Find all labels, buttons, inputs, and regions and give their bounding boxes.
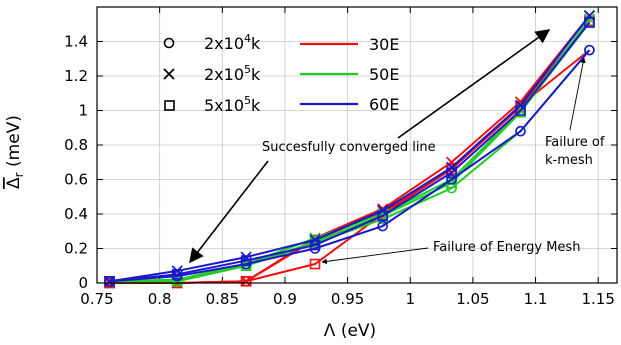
data-point-circle bbox=[377, 220, 388, 232]
x-tick-label: 1 bbox=[405, 290, 415, 308]
color-legend: 30E 50E 60E bbox=[300, 35, 399, 114]
y-tick-label: 0.4 bbox=[64, 205, 88, 223]
series-line bbox=[109, 49, 591, 283]
series-line bbox=[109, 21, 591, 283]
annotation-kmesh-line2: k-mesh bbox=[545, 153, 593, 168]
series-60e-square bbox=[104, 17, 595, 287]
annotation-emesh-arrow bbox=[321, 247, 429, 265]
data-point-cross bbox=[103, 275, 116, 287]
y-tick-label: 1.2 bbox=[64, 67, 88, 85]
data-point-square bbox=[446, 167, 457, 178]
ticks-layer: 0.75 0.8 0.85 0.9 0.95 1 1.05 1.1 1.15 0 0.2 0.4 0.6… bbox=[64, 7, 617, 308]
data-point-square bbox=[515, 105, 526, 116]
x-tick-label: 1.05 bbox=[456, 290, 489, 308]
x-tick-label: 0.85 bbox=[206, 290, 239, 308]
data-point-circle bbox=[584, 44, 595, 56]
legend-label-60e: 60E bbox=[369, 95, 399, 114]
grid-layer bbox=[96, 7, 617, 284]
marker-legend-item-1: 2x104k bbox=[163, 32, 261, 53]
marker-legend-item-3: 5x105k bbox=[164, 94, 261, 115]
x-tick-label: 0.75 bbox=[80, 290, 113, 308]
y-axis-title: Δr (meV) bbox=[4, 115, 26, 189]
legend-square-marker bbox=[164, 100, 175, 111]
series-line bbox=[109, 15, 591, 283]
y-axis-title-unit: (meV) bbox=[4, 115, 24, 172]
annotation-kmesh-line1: Failure of bbox=[545, 135, 605, 150]
x-tick-label: 1.15 bbox=[582, 290, 615, 308]
y-tick-label: 0.6 bbox=[64, 171, 88, 189]
data-point-cross bbox=[583, 13, 596, 25]
legend-marker-label-1: 2x104k bbox=[204, 32, 261, 53]
annotation-kmesh-arrow bbox=[569, 57, 586, 131]
x-tick-label: 0.95 bbox=[331, 290, 364, 308]
marker-legend-item-2: 2x105k bbox=[163, 63, 261, 84]
x-tick-label: 0.8 bbox=[148, 290, 172, 308]
y-tick-label: 1 bbox=[78, 102, 88, 120]
data-point-square bbox=[309, 239, 321, 251]
annotation-arrow-up bbox=[397, 29, 551, 139]
annotations: Succesfully converged line Failure of k-… bbox=[189, 29, 605, 265]
data-point-square bbox=[240, 275, 252, 287]
y-axis-title-subscript: r bbox=[12, 172, 26, 177]
x-axis-title: Λ (eV) bbox=[324, 321, 376, 341]
data-point-square bbox=[309, 258, 321, 270]
legend-marker-label-3: 5x105k bbox=[204, 94, 261, 115]
y-tick-label: 1.4 bbox=[64, 33, 88, 51]
x-tick-label: 0.9 bbox=[273, 290, 297, 308]
plot-frame bbox=[96, 6, 618, 284]
data-point-square bbox=[584, 17, 595, 28]
y-tick-label: 0.2 bbox=[64, 240, 88, 258]
marker-legend: 2x104k 2x105k 5x105k bbox=[163, 32, 261, 115]
data-point-square bbox=[377, 210, 388, 222]
annotation-emesh: Failure of Energy Mesh bbox=[433, 240, 580, 255]
series-layer bbox=[103, 9, 596, 289]
legend-cross-marker bbox=[163, 68, 175, 80]
series-line bbox=[109, 21, 591, 283]
legend-label-50e: 50E bbox=[369, 65, 399, 84]
annotation-arrow-down bbox=[189, 160, 269, 264]
legend-label-30e: 30E bbox=[369, 35, 399, 54]
y-axis-title-symbol: Δ bbox=[4, 177, 24, 189]
legend-circle-marker bbox=[163, 37, 175, 49]
legend-marker-label-2: 2x105k bbox=[204, 63, 261, 84]
annotation-converged-line: Succesfully converged line bbox=[262, 140, 436, 155]
y-tick-label: 0 bbox=[78, 274, 88, 292]
y-tick-label: 0.8 bbox=[64, 136, 88, 154]
data-point-square bbox=[171, 269, 183, 280]
data-point-square bbox=[104, 275, 115, 287]
data-point-circle bbox=[446, 174, 457, 185]
data-point-square bbox=[240, 255, 252, 266]
x-tick-label: 1.1 bbox=[524, 290, 548, 308]
data-point-cross bbox=[583, 9, 596, 22]
data-point-circle bbox=[515, 125, 526, 137]
